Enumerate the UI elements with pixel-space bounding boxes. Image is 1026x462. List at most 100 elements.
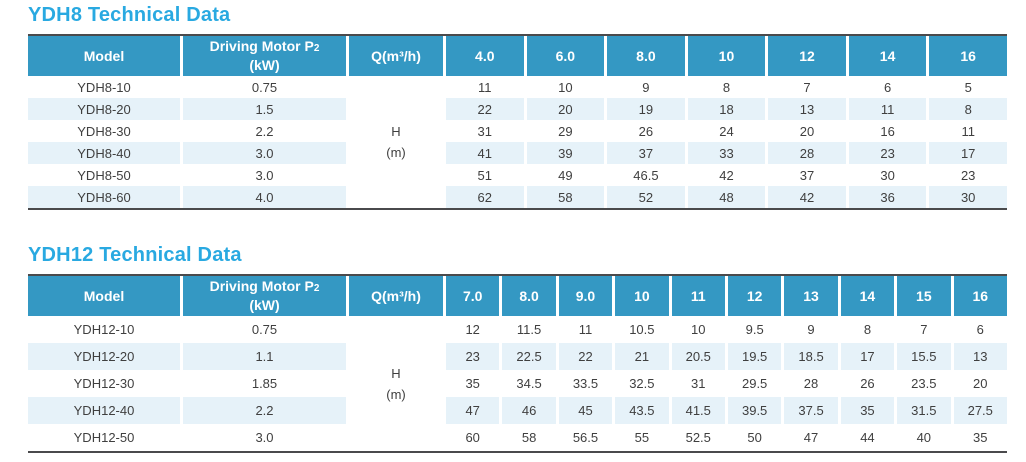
motor-power-cell: 1.85: [180, 370, 346, 397]
head-value-cell: 5: [926, 76, 1007, 98]
table-row: YDH8-60 4.0 62 58 52 48 42 36 30: [28, 186, 1007, 208]
head-value-cell: 17: [837, 343, 895, 370]
table-title-ydh8: YDH8 Technical Data: [28, 4, 231, 26]
motor-power-cell: 2.2: [180, 397, 346, 424]
head-value-cell: 55: [612, 424, 668, 451]
head-value-cell: 30: [926, 186, 1007, 208]
head-value-cell: 33: [684, 142, 766, 164]
head-value-cell: 20.5: [668, 343, 725, 370]
head-value-cell: 26: [604, 120, 685, 142]
model-cell: YDH12-10: [73, 322, 135, 337]
motor-header-unit: (kW): [249, 297, 280, 313]
head-value-cell: 41.5: [668, 397, 725, 424]
col-header-flow-value: 14: [845, 36, 927, 76]
head-value-cell: 22.5: [499, 343, 556, 370]
head-value-cell: 60: [443, 424, 499, 451]
col-header-flow-value: 11: [668, 276, 725, 316]
header-row: Model Driving Motor P2 (kW) Q(m³/h) 7.0 8.0 9.…: [28, 276, 1007, 316]
col-header-motor-power: Driving Motor P2 (kW): [180, 276, 346, 316]
head-value-cell: 33.5: [555, 370, 612, 397]
table-row: YDH12-40 2.2 47 46 45 43.5 41.5 39.5 37.5 35 31.5 2…: [28, 397, 1007, 424]
motor-power-cell: 1.1: [180, 343, 346, 370]
motor-power-cell: 3.0: [180, 142, 346, 164]
head-value-cell: 21: [612, 343, 669, 370]
head-value-cell: 47: [781, 424, 837, 451]
col-header-flow-value: 7.0: [443, 276, 500, 316]
col-header-flow-value: 4.0: [443, 36, 524, 76]
head-value-cell: 29: [523, 120, 605, 142]
head-value-cell: 37: [765, 164, 846, 186]
col-header-flow-value: 9.0: [555, 276, 613, 316]
col-header-flow-value: 10: [612, 276, 669, 316]
table-row: YDH12-30 1.85 35 34.5 33.5 32.5 31 29.5 28 26 23.5…: [28, 370, 1007, 397]
col-header-motor-power: Driving Motor P2 (kW): [180, 36, 346, 76]
head-unit: (m): [386, 145, 406, 160]
table-title-ydh12: YDH12 Technical Data: [28, 244, 242, 266]
head-value-cell: 12: [443, 316, 499, 343]
model-cell: YDH8-10: [77, 79, 131, 95]
head-value-cell: 37: [604, 142, 685, 164]
head-value-cell: 9: [781, 316, 837, 343]
motor-header-line1: Driving Motor P2: [183, 38, 346, 57]
model-cell: YDH8-20: [28, 98, 180, 120]
head-value-cell: 51: [443, 164, 524, 186]
head-value-cell: 31.5: [894, 397, 951, 424]
head-value-cell: 13: [950, 343, 1007, 370]
model-cell: YDH12-40: [28, 397, 180, 424]
head-value-cell: 20: [765, 120, 846, 142]
head-value-cell: 10: [523, 76, 605, 98]
head-value-cell: 49: [523, 164, 605, 186]
head-value-cell: 28: [781, 370, 837, 397]
head-value-cell: 11: [926, 120, 1007, 142]
head-value-cell: 42: [765, 186, 846, 208]
technical-table-ydh8: Model Driving Motor P2 (kW) Q(m³/h) 4.0 6.0 8.…: [28, 34, 1007, 210]
head-value-cell: 58: [499, 424, 555, 451]
head-value-cell: 20: [523, 98, 605, 120]
head-value-cell: 23: [845, 142, 927, 164]
head-value-cell: 45: [555, 397, 613, 424]
head-value-cell: 40: [894, 424, 950, 451]
head-value-cell: 9.5: [724, 316, 781, 343]
motor-header-subscript: 2: [313, 283, 320, 294]
head-value-cell: 11.5: [499, 316, 555, 343]
head-value-cell: 22: [555, 343, 613, 370]
head-value-cell: 37.5: [781, 397, 838, 424]
col-header-flow-value: 6.0: [523, 36, 605, 76]
head-value-cell: 18: [684, 98, 766, 120]
motor-power-cell: 3.0: [180, 164, 346, 186]
model-cell: YDH12-50: [73, 430, 135, 445]
head-value-cell: 31: [668, 370, 725, 397]
col-header-flow-value: 12: [765, 36, 846, 76]
motor-header-text: Driving Motor P: [209, 38, 314, 54]
table-row: YDH8-10 0.75 H (m) 11 10 9 8 7 6 5: [28, 76, 1007, 208]
head-symbol: H: [391, 365, 401, 381]
head-value-cell: 58: [523, 186, 605, 208]
model-cell: YDH8-30: [77, 123, 131, 139]
head-value-cell: 50: [724, 424, 781, 451]
head-value-cell: 10: [668, 316, 725, 343]
head-value-cell: 52.5: [668, 424, 725, 451]
head-value-cell: 22: [443, 98, 524, 120]
head-value-cell: 8: [837, 316, 894, 343]
head-value-cell: 10.5: [612, 316, 668, 343]
head-value-cell: 35: [950, 424, 1007, 451]
head-value-cell: 28: [765, 142, 846, 164]
head-value-cell: 34.5: [499, 370, 555, 397]
technical-table-ydh12: Model Driving Motor P2 (kW) Q(m³/h) 7.0 8.0 9.…: [28, 274, 1007, 453]
head-value-cell: 19: [604, 98, 685, 120]
table-row: YDH12-20 1.1 23 22.5 22 21 20.5 19.5 18.5 17 15.5 1…: [28, 343, 1007, 370]
head-value-cell: 31: [443, 120, 524, 142]
head-value-cell: 43.5: [612, 397, 669, 424]
col-header-flow-value: 13: [781, 276, 838, 316]
head-value-cell: 39: [523, 142, 605, 164]
head-value-cell: 29.5: [724, 370, 781, 397]
table-row: YDH12-50 3.0 60 58 56.5 55 52.5 50 47 44 40 35: [28, 424, 1007, 451]
head-value-cell: 44: [837, 424, 894, 451]
col-header-flow-rate: Q(m³/h): [346, 36, 443, 76]
head-value-cell: 9: [604, 76, 685, 98]
head-value-cell: 20: [950, 370, 1007, 397]
head-value-cell: 62: [443, 186, 524, 208]
table-row: YDH12-10 0.75 H (m) 12 11.5 11 10.5 10 9.5 9 8 7 6: [28, 316, 1007, 451]
head-value-cell: 23: [443, 343, 500, 370]
